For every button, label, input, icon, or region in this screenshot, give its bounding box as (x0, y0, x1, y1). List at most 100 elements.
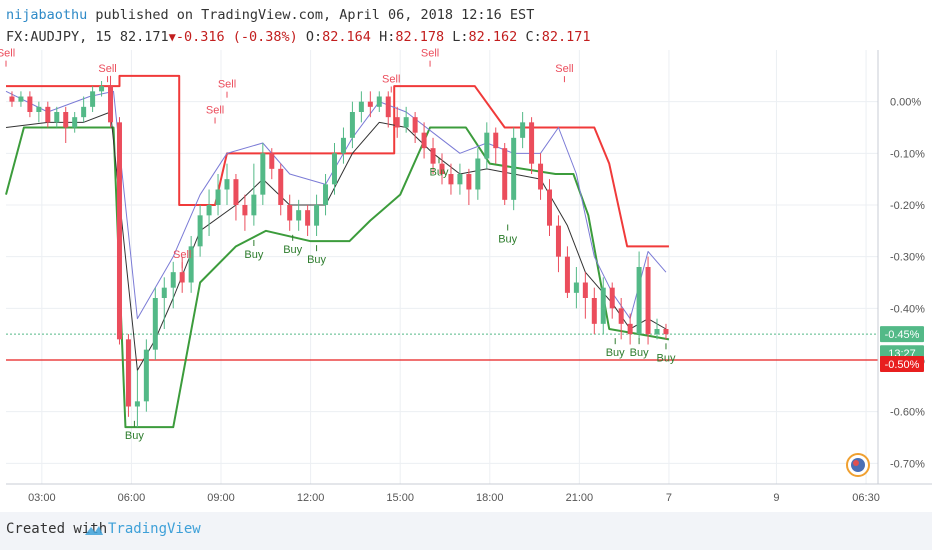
buy-signal-label: Buy (656, 352, 675, 364)
candle-body (179, 272, 185, 283)
candle-body (18, 96, 24, 102)
candle-body (81, 106, 87, 118)
tradingview-brand[interactable]: TradingView (108, 521, 201, 537)
down-arrow-icon: ▼ (168, 30, 176, 44)
candle-body (421, 132, 427, 149)
candle-body (125, 339, 131, 407)
y-tick-label: -0.10% (890, 148, 925, 160)
candle-body (233, 179, 239, 205)
candle-body (600, 287, 606, 324)
candle-body (72, 117, 78, 128)
signal-labels: Sell Sell Sell Sell Sell Sell Sell Sell Buy Buy Bu… (0, 48, 676, 442)
candle-body (90, 91, 96, 107)
sell-signal-label: Sell (98, 63, 116, 75)
open-label: O: (305, 29, 323, 45)
candle-body (367, 101, 373, 107)
candle-body (305, 210, 311, 226)
candle-body (331, 153, 337, 185)
candle-body (314, 205, 320, 226)
low-label: L: (452, 29, 469, 45)
candle-body (591, 298, 597, 324)
x-tick-label: 12:00 (297, 492, 325, 504)
candles (9, 75, 669, 428)
y-tick-label: -0.70% (890, 458, 925, 470)
publish-info: nijabaothu published on TradingView.com,… (6, 7, 534, 23)
sell-signal-label: Sell (555, 63, 573, 75)
tradingview-logo-icon (85, 526, 103, 535)
candle-body (448, 174, 454, 185)
chart-header: nijabaothu published on TradingView.com,… (0, 0, 932, 50)
candle-body (197, 215, 203, 247)
y-tick-label: 0.00% (890, 97, 921, 109)
author-link[interactable]: nijabaothu (6, 7, 88, 23)
candle-body (9, 96, 15, 102)
x-tick-label: 21:00 (566, 492, 594, 504)
created-with-text: Created with (6, 521, 108, 537)
candle-body (134, 401, 140, 407)
buy-signal-label: Buy (630, 347, 649, 359)
candle-body (520, 122, 526, 138)
candle-body (618, 308, 624, 324)
candle-body (466, 174, 472, 190)
candle-body (529, 122, 535, 164)
sell-signal-label: Sell (218, 79, 236, 91)
candle-body (511, 137, 517, 200)
candle-body (287, 205, 293, 221)
open-value: 82.164 (322, 29, 371, 45)
price-average-line (5, 111, 667, 371)
candle-body (116, 122, 122, 340)
candle-body (573, 282, 579, 293)
candle-body (260, 153, 266, 195)
candle-body (242, 205, 248, 216)
x-tick-label: 18:00 (476, 492, 504, 504)
sell-signal-label: Sell (173, 249, 191, 261)
candle-body (349, 112, 355, 138)
sell-signal-label: Sell (0, 48, 15, 60)
published-text: published on TradingView.com, April 06, … (95, 7, 535, 23)
candle-body (170, 272, 176, 288)
candle-body (358, 101, 364, 112)
candle-body (36, 106, 42, 112)
last-price-tag-bg (880, 326, 924, 343)
buy-signal-label: Buy (307, 254, 326, 266)
candle-body (394, 117, 400, 128)
y-tick-label: -0.20% (890, 200, 925, 212)
x-tick-label: 15:00 (386, 492, 414, 504)
candle-body (627, 323, 633, 335)
buy-signal-label: Buy (283, 244, 302, 256)
candle-body (475, 158, 481, 190)
candle-body (251, 194, 257, 216)
candle-body (582, 282, 588, 298)
level-tag: -0.50% (885, 359, 920, 371)
candle-body (636, 267, 642, 335)
candle-body (340, 137, 346, 154)
x-tick-label: 03:00 (28, 492, 56, 504)
candle-body (502, 148, 508, 200)
candle-body (27, 96, 33, 112)
candle-body (296, 210, 302, 221)
candle-body (206, 205, 212, 216)
level-tag-bg (880, 356, 924, 372)
low-value: 82.162 (468, 29, 518, 45)
lower-band-line (5, 126, 670, 429)
candle-body (412, 117, 418, 133)
candle-body (269, 153, 275, 169)
candle-body (45, 106, 51, 123)
symbol-label: FX:AUDJPY, 15 (6, 29, 112, 45)
candle-body (54, 112, 60, 123)
candle-body (403, 117, 409, 128)
last-price-tag: -0.45% (885, 329, 920, 341)
x-tick-label: 06:00 (118, 492, 146, 504)
tradingview-watermark-icon (846, 453, 870, 477)
y-tick-label: -0.30% (890, 252, 925, 264)
y-tick-label: -0.40% (890, 303, 925, 315)
candle-body (143, 349, 149, 402)
candle-body (663, 329, 669, 335)
candle-body (457, 174, 463, 185)
chart-axes: 0.00% -0.10% -0.20% -0.30% -0.40% -0.50% -0.60… (6, 50, 932, 504)
price-chart[interactable]: Sell Sell Sell Sell Sell Sell Sell Sell Buy Buy Bu… (0, 0, 932, 512)
candle-body (152, 298, 158, 350)
candle-body (99, 86, 105, 92)
high-label: H: (379, 29, 396, 45)
x-tick-label: 06:30 (852, 492, 880, 504)
